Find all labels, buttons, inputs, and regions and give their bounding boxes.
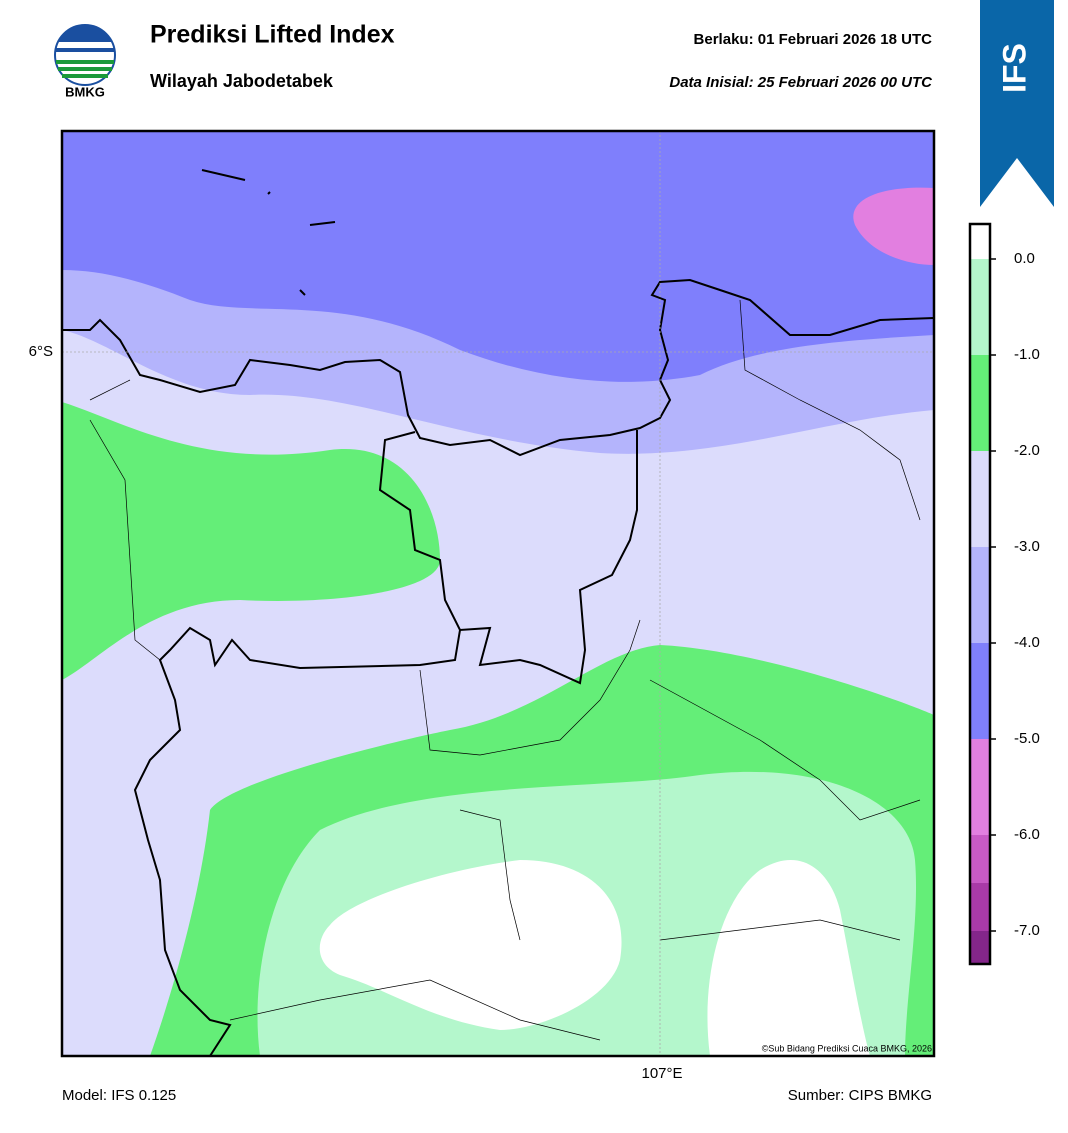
lon-label: 107°E [641,1065,682,1082]
lat-label: 6°S [29,343,53,360]
badge: IFS [980,0,1054,207]
map-frame [60,129,936,1058]
title: Prediksi Lifted Index [150,21,395,49]
colorbar-label: -5.0 [1014,730,1040,747]
subtitle: Wilayah Jabodetabek [150,71,334,91]
map-fill [62,131,934,1056]
badge-text: IFS [996,43,1032,93]
logo: BMKG [54,24,116,99]
model: Model: IFS 0.125 [62,1087,176,1104]
colorbar-label: -4.0 [1014,634,1040,651]
colorbar-label: -2.0 [1014,442,1040,459]
valid-time: Berlaku: 01 Februari 2026 18 UTC [694,31,933,48]
colorbar [968,222,992,966]
colorbar-label: -6.0 [1014,826,1040,843]
logo-text: BMKG [65,84,105,99]
credit: ©Sub Bidang Prediksi Cuaca BMKG, 2026 [762,1043,932,1053]
colorbar-ticks: 0.0 -1.0 -2.0 -3.0 -4.0 -5.0 -6.0 -7.0 [990,250,1040,939]
coastlines [62,169,934,1056]
init-time: Data Inisial: 25 Februari 2026 00 UTC [669,74,933,91]
colorbar-label: -1.0 [1014,346,1040,363]
source: Sumber: CIPS BMKG [788,1087,932,1104]
colorbar-label: -3.0 [1014,538,1040,555]
colorbar-label: -7.0 [1014,922,1040,939]
colorbar-label: 0.0 [1014,250,1035,267]
